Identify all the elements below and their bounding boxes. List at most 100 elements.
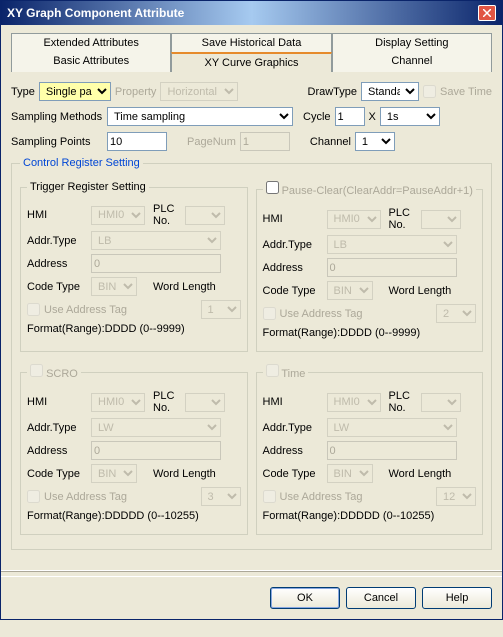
scro-panel: SCRO HMIHMI0PLC No. Addr.TypeLW Address … — [20, 364, 248, 535]
scro-address-label: Address — [27, 445, 87, 457]
sampling-methods-label: Sampling Methods — [11, 111, 103, 123]
pause-plc-select — [421, 210, 461, 229]
tab-container: Extended Attributes Save Historical Data… — [11, 33, 492, 72]
close-icon — [483, 9, 491, 17]
tab-row-1: Extended Attributes Save Historical Data… — [11, 33, 492, 52]
time-addrtype-select: LW — [327, 418, 457, 437]
savetime-checkbox — [423, 85, 436, 98]
pause-hmi-select: HMI0 — [327, 210, 381, 229]
trigger-wordlen-select: 1 — [201, 300, 241, 319]
control-register-fieldset: Control Register Setting Trigger Registe… — [11, 157, 492, 550]
pause-address-label: Address — [263, 262, 323, 274]
time-useaddr-checkbox — [263, 490, 276, 503]
time-hmi-label: HMI — [263, 396, 323, 408]
cycle-label: Cycle — [303, 111, 331, 123]
tab-extended-attributes[interactable]: Extended Attributes — [11, 33, 171, 52]
tab-basic-attributes[interactable]: Basic Attributes — [11, 52, 171, 72]
pause-checkbox[interactable] — [266, 181, 279, 194]
cycle-unit-select[interactable]: 1s — [380, 107, 440, 126]
trigger-address-label: Address — [27, 258, 87, 270]
button-bar: OK Cancel Help — [1, 576, 502, 619]
scro-codetype-select: BIN — [91, 464, 137, 483]
drawtype-select[interactable]: Standard — [361, 82, 419, 101]
trigger-plc-label: PLC No. — [153, 203, 181, 227]
trigger-hmi-select: HMI0 — [91, 206, 145, 225]
pause-address-input — [327, 258, 457, 277]
sampling-methods-select[interactable]: Time sampling — [107, 107, 293, 126]
scro-checkbox — [30, 364, 43, 377]
time-codetype-label: Code Type — [263, 468, 323, 480]
tab-save-historical-data[interactable]: Save Historical Data — [171, 33, 331, 52]
type-row: Type Single page Property Horizontal Dra… — [11, 82, 492, 101]
time-format: Format(Range):DDDDD (0--10255) — [263, 510, 435, 522]
channel-select[interactable]: 1 — [355, 132, 395, 151]
trigger-panel: Trigger Register Setting HMIHMI0PLC No. … — [20, 181, 248, 352]
cycle-x-label: X — [369, 111, 376, 123]
tab-row-2: Basic Attributes XY Curve Graphics Chann… — [11, 52, 492, 72]
help-button[interactable]: Help — [422, 587, 492, 609]
trigger-format: Format(Range):DDDD (0--9999) — [27, 323, 185, 335]
time-plc-select — [421, 393, 461, 412]
trigger-codetype-select: BIN — [91, 277, 137, 296]
scro-legend: SCRO — [27, 364, 81, 380]
time-legend: Time — [263, 364, 309, 380]
pause-useaddr-checkbox — [263, 307, 276, 320]
time-address-label: Address — [263, 445, 323, 457]
savetime-label: Save Time — [440, 86, 492, 98]
cycle-input[interactable] — [335, 107, 365, 126]
scro-plc-label: PLC No. — [153, 390, 181, 414]
trigger-wordlen-label: Word Length — [153, 281, 216, 293]
property-label: Property — [115, 86, 157, 98]
tab-display-setting[interactable]: Display Setting — [332, 33, 492, 52]
scro-addrtype-select: LW — [91, 418, 221, 437]
trigger-hmi-label: HMI — [27, 209, 87, 221]
scro-addrtype-label: Addr.Type — [27, 422, 87, 434]
trigger-legend: Trigger Register Setting — [27, 181, 149, 193]
scro-useaddr-checkbox — [27, 490, 40, 503]
scro-hmi-label: HMI — [27, 396, 87, 408]
cancel-button[interactable]: Cancel — [346, 587, 416, 609]
scro-useaddr-label: Use Address Tag — [44, 491, 127, 503]
time-hmi-select: HMI0 — [327, 393, 381, 412]
pause-addrtype-select: LB — [327, 235, 457, 254]
trigger-codetype-label: Code Type — [27, 281, 87, 293]
close-button[interactable] — [478, 5, 496, 21]
tab-xy-curve-graphics[interactable]: XY Curve Graphics — [171, 52, 331, 72]
dialog-content: Extended Attributes Save Historical Data… — [1, 25, 502, 566]
pause-addrtype-label: Addr.Type — [263, 239, 323, 251]
trigger-addrtype-label: Addr.Type — [27, 235, 87, 247]
drawtype-label: DrawType — [308, 86, 358, 98]
pause-panel: Pause-Clear(ClearAddr=PauseAddr+1) HMI HM… — [256, 181, 484, 352]
control-register-legend: Control Register Setting — [20, 157, 143, 169]
scro-wordlen-label: Word Length — [153, 468, 216, 480]
property-select: Horizontal — [160, 82, 238, 101]
time-address-input — [327, 441, 457, 460]
pause-hmi-label: HMI — [263, 213, 323, 225]
scro-hmi-select: HMI0 — [91, 393, 145, 412]
top-panel-row: Trigger Register Setting HMIHMI0PLC No. … — [20, 175, 483, 358]
separator — [1, 570, 502, 572]
type-select[interactable]: Single page — [39, 82, 111, 101]
type-label: Type — [11, 86, 35, 98]
sampling-methods-row: Sampling Methods Time sampling Cycle X 1… — [11, 107, 492, 126]
time-useaddr-label: Use Address Tag — [280, 491, 363, 503]
trigger-plc-select — [185, 206, 225, 225]
bottom-panel-row: SCRO HMIHMI0PLC No. Addr.TypeLW Address … — [20, 358, 483, 541]
window-title: XY Graph Component Attribute — [7, 6, 184, 20]
channel-label: Channel — [310, 136, 351, 148]
pause-legend: Pause-Clear(ClearAddr=PauseAddr+1) — [263, 181, 476, 197]
time-panel: Time HMIHMI0PLC No. Addr.TypeLW Address … — [256, 364, 484, 535]
time-plc-label: PLC No. — [389, 390, 417, 414]
scro-codetype-label: Code Type — [27, 468, 87, 480]
scro-address-input — [91, 441, 221, 460]
trigger-addrtype-select: LB — [91, 231, 221, 250]
trigger-useaddr-label: Use Address Tag — [44, 304, 127, 316]
time-addrtype-label: Addr.Type — [263, 422, 323, 434]
sampling-points-input[interactable] — [107, 132, 167, 151]
pagenum-label: PageNum — [187, 136, 236, 148]
time-wordlen-select: 12 — [436, 487, 476, 506]
pause-wordlen-label: Word Length — [389, 285, 452, 297]
tab-channel[interactable]: Channel — [332, 52, 492, 72]
ok-button[interactable]: OK — [270, 587, 340, 609]
pause-plc-label: PLC No. — [389, 207, 417, 231]
